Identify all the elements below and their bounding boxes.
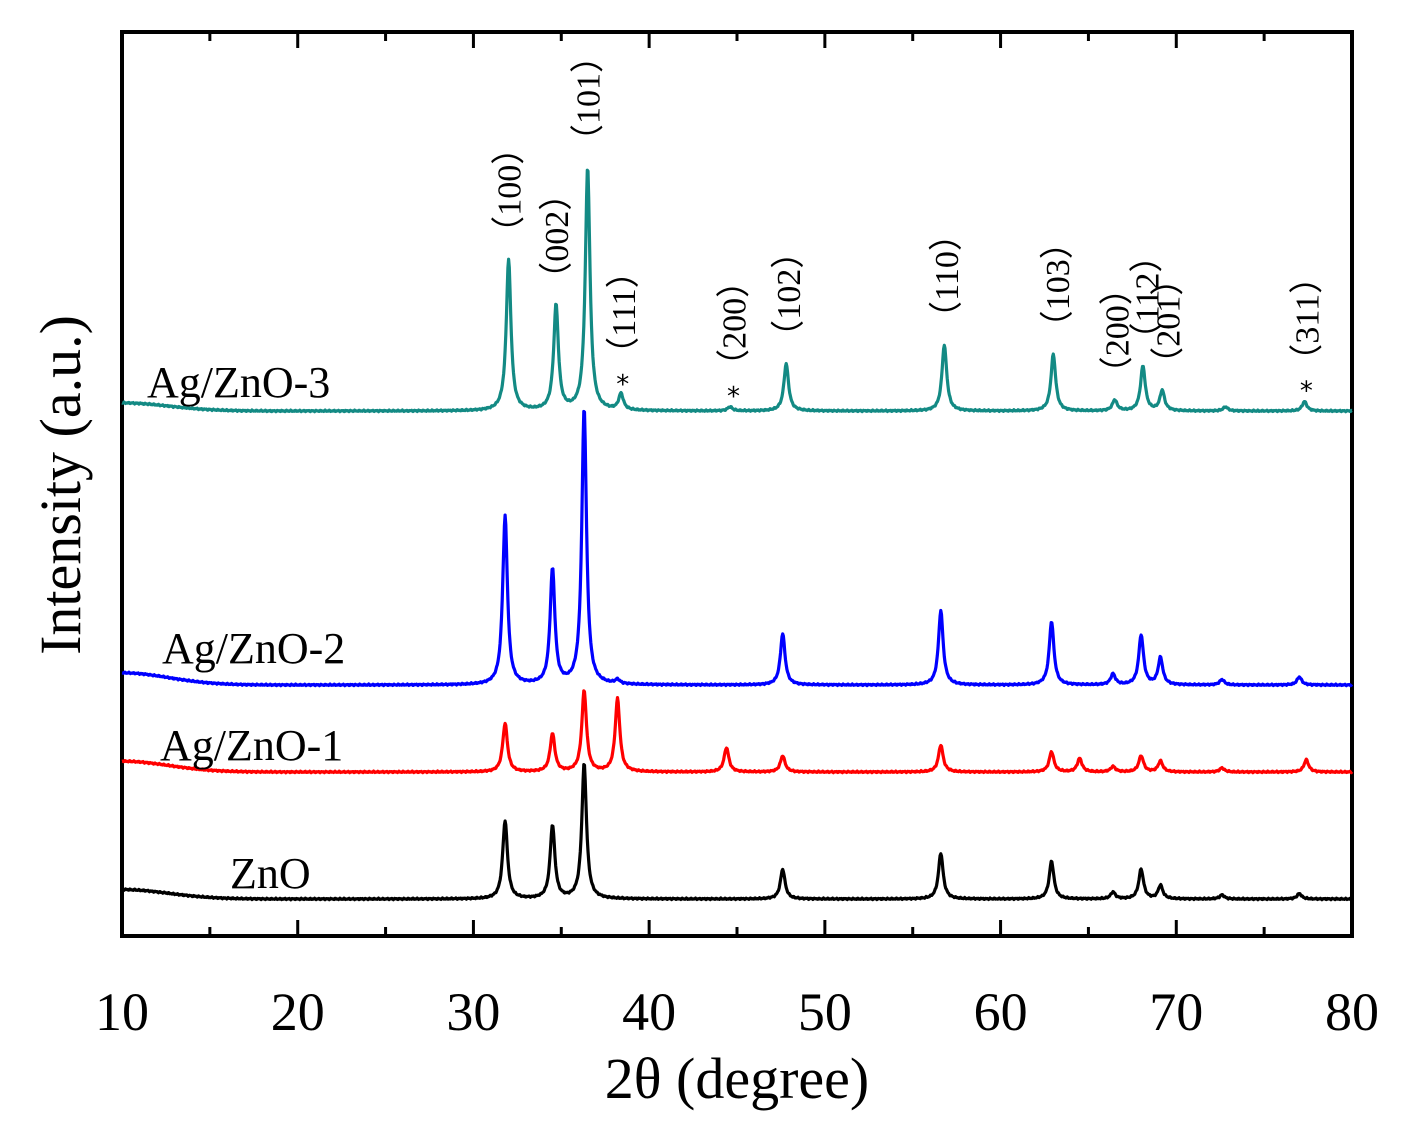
series-label: Ag/ZnO-3: [147, 358, 330, 407]
x-tick-label: 70: [1149, 982, 1203, 1042]
x-tick-label: 80: [1325, 982, 1379, 1042]
peak-label: （311）: [1288, 260, 1326, 378]
series-label: ZnO: [230, 849, 311, 898]
series-line-ag-zno-3: [121, 168, 1353, 414]
series-line-zno: [121, 762, 1353, 902]
y-axis-title: Intensity (a.u.): [28, 315, 93, 655]
peak-star-marker: *: [616, 370, 629, 400]
plot-frame: [120, 30, 1354, 938]
x-tick-label: 60: [974, 982, 1028, 1042]
x-tick-label: 40: [622, 982, 676, 1042]
series-line-ag-zno-2: [121, 409, 1354, 688]
peak-star-marker: *: [727, 382, 740, 412]
peak-label: （112）: [1128, 239, 1166, 357]
peak-label: （111）: [605, 254, 643, 370]
peak-label: （110）: [928, 217, 966, 335]
peak-label: （100）: [491, 131, 529, 250]
x-tick-label: 10: [95, 982, 149, 1042]
peak-label: （200）: [716, 264, 754, 383]
peak-label: （002）: [538, 177, 576, 296]
peak-label: （101）: [570, 39, 608, 158]
peak-label: （201）: [1150, 262, 1188, 381]
x-axis-title: 2θ (degree): [605, 1046, 869, 1111]
peak-label: （200）: [1099, 271, 1137, 390]
peak-star-marker: *: [1300, 377, 1313, 407]
x-tick-label: 20: [271, 982, 325, 1042]
x-tick-label: 30: [446, 982, 500, 1042]
peak-label: （102）: [770, 235, 808, 354]
series-label: Ag/ZnO-2: [162, 624, 345, 673]
series-label: Ag/ZnO-1: [160, 721, 343, 770]
x-tick-label: 50: [798, 982, 852, 1042]
peak-label: （103）: [1039, 225, 1077, 344]
series-line-ag-zno-1: [121, 689, 1354, 775]
